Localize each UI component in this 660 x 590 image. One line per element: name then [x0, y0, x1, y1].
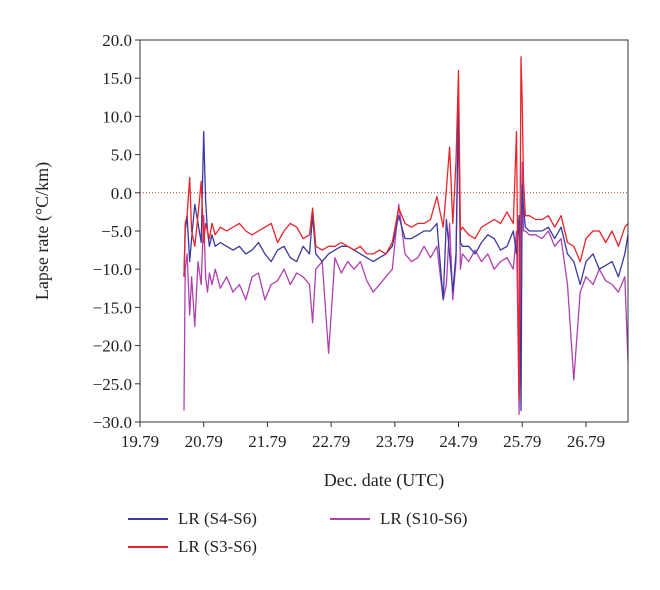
y-tick-label: 10.0: [102, 107, 132, 126]
y-tick-label: −30.0: [93, 413, 132, 432]
x-tick-label: 25.79: [503, 432, 541, 451]
x-tick-label: 21.79: [248, 432, 286, 451]
legend: LR (S4-S6) LR (S3-S6) LR (S10-S6): [128, 509, 467, 556]
plot-series: [183, 56, 629, 416]
y-tick-label: −15.0: [93, 298, 132, 317]
y-axis-ticks: −30.0 −25.0 −20.0 −15.0 −10.0 −5.0 0.0 5.0 10.0 1…: [93, 31, 140, 432]
x-axis-ticks: 19.79 20.79 21.79 22.79 23.79 24.79 25.79 26.79: [121, 422, 605, 451]
legend-label-lr-s3-s6: LR (S3-S6): [178, 537, 257, 556]
y-tick-label: 15.0: [102, 69, 132, 88]
y-tick-label: −25.0: [93, 375, 132, 394]
series-line-lr-s10-s6: [183, 115, 629, 416]
series-line-lr-s3-s6: [183, 56, 629, 400]
legend-label-lr-s4-s6: LR (S4-S6): [178, 509, 257, 528]
x-tick-label: 20.79: [185, 432, 223, 451]
x-tick-label: 26.79: [567, 432, 605, 451]
x-tick-label: 24.79: [439, 432, 477, 451]
y-tick-label: 20.0: [102, 31, 132, 50]
y-tick-label: 5.0: [111, 146, 132, 165]
y-tick-label: −20.0: [93, 337, 132, 356]
y-tick-label: 0.0: [111, 184, 132, 203]
legend-label-lr-s10-s6: LR (S10-S6): [380, 509, 467, 528]
series-line-lr-s4-s6: [183, 100, 629, 412]
x-tick-label: 19.79: [121, 432, 159, 451]
x-tick-label: 22.79: [312, 432, 350, 451]
plot-frame: [139, 39, 629, 423]
y-axis-label: Lapse rate (°C/km): [32, 162, 53, 300]
x-tick-label: 23.79: [376, 432, 414, 451]
y-tick-label: −5.0: [101, 222, 132, 241]
x-axis-label: Dec. date (UTC): [324, 470, 444, 491]
y-tick-label: −10.0: [93, 260, 132, 279]
